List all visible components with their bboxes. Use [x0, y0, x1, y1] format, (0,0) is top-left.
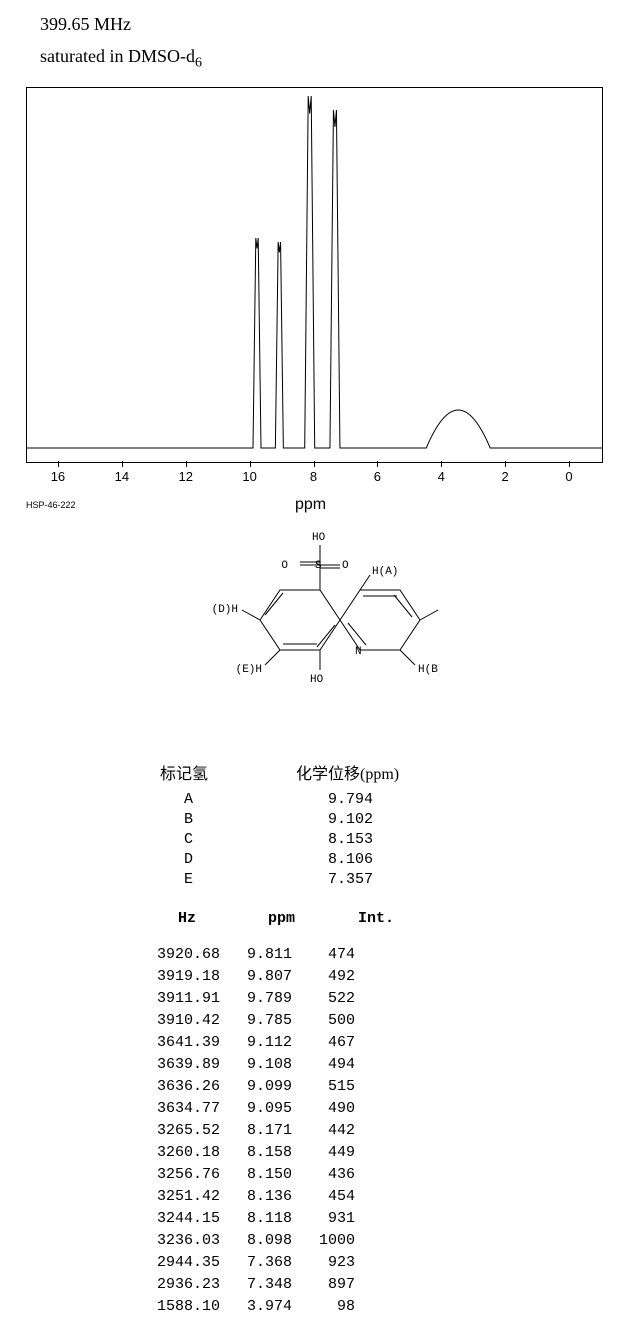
label-HO-bot: HO: [310, 674, 324, 686]
assign-header-right: 化学位移(ppm): [296, 766, 399, 783]
label-HB: H(B): [418, 664, 440, 676]
x-tick-label: 10: [242, 469, 256, 484]
solvent-pre: saturated in DMSO-d: [40, 46, 195, 66]
x-tick: [314, 461, 315, 467]
x-axis-label: ppm: [295, 496, 326, 514]
x-tick-label: 8: [310, 469, 317, 484]
spectrum-svg: [27, 88, 602, 462]
assignment-rows: A 9.794 B 9.102 C 8.153 D 8.106 E 7.357: [175, 790, 373, 890]
assign-header-left: 标记氢: [160, 766, 208, 783]
label-HA: H(A): [372, 566, 398, 578]
peaklist-rows: 3920.68 9.811 474 3919.18 9.807 492 3911…: [148, 944, 355, 1318]
peaklist-headers: Hz ppm Int.: [160, 910, 394, 927]
label-S: S: [315, 560, 322, 572]
assignment-table: 标记氢 化学位移(ppm): [160, 760, 399, 784]
solvent-text: saturated in DMSO-d6: [40, 46, 202, 72]
x-tick: [569, 461, 570, 467]
x-tick-label: 14: [115, 469, 129, 484]
x-tick-label: 2: [502, 469, 509, 484]
label-N: N: [355, 646, 362, 658]
x-tick-label: 12: [178, 469, 192, 484]
x-tick: [58, 461, 59, 467]
x-tick: [377, 461, 378, 467]
x-tick: [441, 461, 442, 467]
solvent-sub: 6: [195, 56, 202, 71]
label-O2: O: [342, 560, 349, 572]
x-tick-label: 0: [565, 469, 572, 484]
x-tick: [250, 461, 251, 467]
x-tick: [122, 461, 123, 467]
label-O1: O: [281, 560, 288, 572]
label-HO-top: HO: [312, 532, 326, 544]
x-tick: [186, 461, 187, 467]
x-tick-label: 16: [51, 469, 65, 484]
label-HD: (D)H: [212, 604, 238, 616]
x-tick: [505, 461, 506, 467]
x-tick-label: 6: [374, 469, 381, 484]
label-HE: (E)H: [236, 664, 262, 676]
hsp-code: HSP-46-222: [26, 500, 76, 510]
spectrum-chart: [26, 87, 603, 463]
frequency-text: 399.65 MHz: [40, 14, 131, 35]
structure-diagram: HO S O O H(A) H(C) H(B) (D)H (E)H N HO: [180, 520, 440, 740]
x-tick-label: 4: [438, 469, 445, 484]
